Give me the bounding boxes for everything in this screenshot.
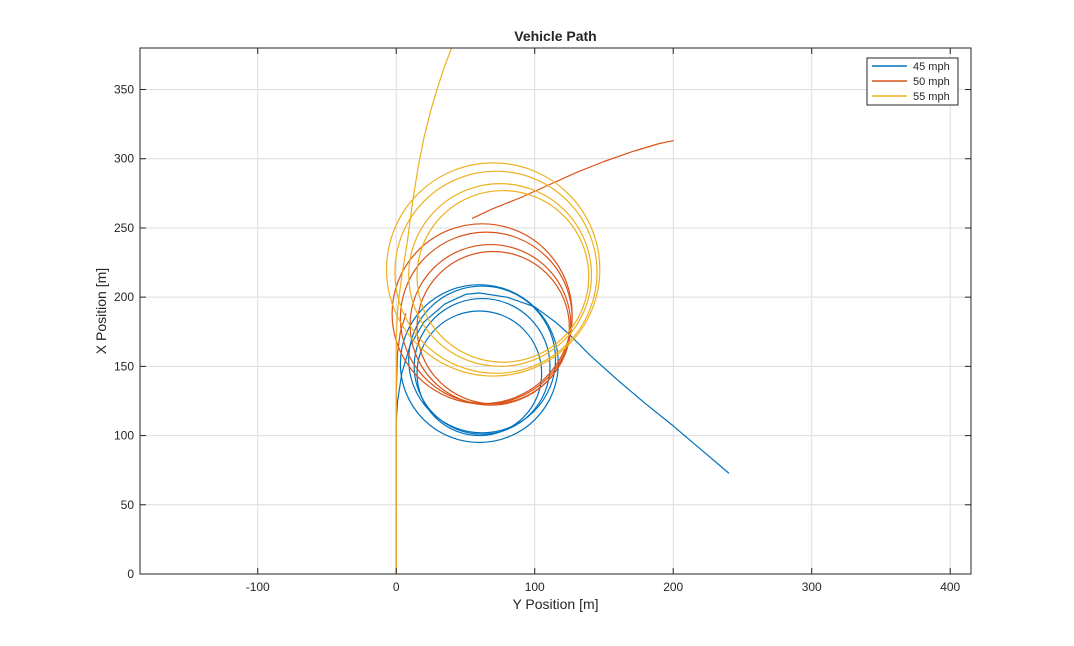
grid-lines bbox=[140, 48, 971, 575]
legend-item: 55 mph bbox=[872, 91, 950, 103]
series-loop bbox=[408, 183, 593, 367]
y-tick-label: 100 bbox=[114, 429, 134, 443]
y-tick-label: 50 bbox=[121, 498, 135, 512]
y-tick-label: 300 bbox=[114, 152, 134, 166]
legend-item: 50 mph bbox=[872, 76, 950, 88]
y-tick-label: 150 bbox=[114, 359, 134, 373]
series-loop bbox=[413, 297, 551, 435]
x-tick-label: 300 bbox=[802, 580, 822, 594]
legend: 45 mph 50 mph 55 mph bbox=[866, 57, 959, 106]
series-loop bbox=[416, 189, 590, 363]
chart-title: Vehicle Path bbox=[514, 28, 596, 44]
legend-label: 55 mph bbox=[913, 91, 950, 103]
y-tick-label: 0 bbox=[127, 567, 134, 581]
x-tick-label: 0 bbox=[393, 580, 400, 594]
legend-item: 45 mph bbox=[872, 61, 950, 73]
legend-label: 50 mph bbox=[913, 76, 950, 88]
plot-background bbox=[140, 48, 971, 574]
y-axis-label: X Position [m] bbox=[93, 268, 109, 354]
series-loop bbox=[416, 310, 543, 437]
series-loop bbox=[399, 231, 573, 405]
series-line-exit bbox=[471, 140, 674, 219]
y-tick-label: 200 bbox=[114, 290, 134, 304]
x-tick-label: -100 bbox=[246, 580, 270, 594]
x-axis-label: Y Position [m] bbox=[512, 596, 598, 612]
legend-label: 45 mph bbox=[913, 61, 950, 73]
series-55-mph bbox=[385, 48, 601, 574]
x-tick-label: 400 bbox=[940, 580, 960, 594]
series-line-exit bbox=[478, 292, 730, 474]
series-layer bbox=[385, 48, 730, 574]
plot-frame bbox=[139, 47, 972, 575]
series-loop bbox=[394, 170, 598, 374]
series-loop bbox=[385, 162, 601, 377]
x-tick-label: 100 bbox=[525, 580, 545, 594]
axis-ticks: -100 0 100 200 300 400 0 50 100 150 200 250 300 350 bbox=[114, 48, 971, 594]
y-tick-label: 250 bbox=[114, 221, 134, 235]
series-loop bbox=[408, 285, 557, 434]
y-tick-label: 350 bbox=[114, 83, 134, 97]
x-tick-label: 200 bbox=[663, 580, 683, 594]
